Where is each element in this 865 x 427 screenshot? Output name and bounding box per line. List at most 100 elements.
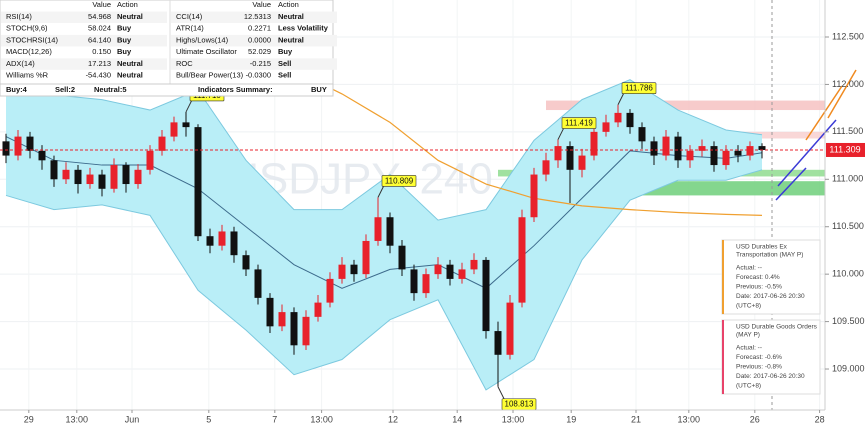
y-tick-label: 109.500 — [832, 316, 865, 326]
candle-body — [746, 146, 754, 156]
candle-body — [602, 122, 610, 132]
summary-neutral: Neutral:5 — [94, 85, 127, 94]
candle-body — [698, 146, 706, 151]
candle-body — [590, 131, 598, 156]
indicator-name: Bull/Bear Power(13) — [176, 70, 244, 79]
y-tick-label: 110.000 — [832, 269, 864, 279]
x-tick-label: 28 — [815, 414, 825, 424]
event-title: Transportation (MAY P) — [736, 252, 803, 259]
x-tick-label: 19 — [566, 414, 576, 424]
zone — [546, 100, 825, 111]
candle-body — [266, 297, 274, 327]
y-tick-label: 111.500 — [832, 126, 863, 136]
indicator-name: Highs/Lows(14) — [176, 35, 229, 44]
candle-body — [710, 146, 718, 166]
candle-body — [38, 150, 46, 161]
annotation-pointer — [497, 386, 505, 399]
indicator-action: Buy — [117, 35, 132, 44]
x-tick-label: 13:00 — [310, 414, 333, 424]
summary-sell: Sell:2 — [55, 85, 75, 94]
indicator-name: STOCH(9,6) — [6, 24, 48, 33]
indicator-value: -0.0300 — [246, 70, 271, 79]
candle-body — [62, 169, 70, 180]
annotation-box — [561, 117, 597, 129]
candle-body — [242, 255, 250, 270]
candle-body — [446, 264, 454, 279]
indicator-value: 64.140 — [88, 35, 111, 44]
candle-body — [734, 150, 742, 156]
annotation-label: 108.813 — [505, 400, 534, 409]
indicator-value: 0.150 — [92, 47, 111, 56]
event-title: (MAY P) — [736, 332, 760, 339]
indicator-value: 54.968 — [88, 12, 111, 21]
indicator-name: RSI(14) — [6, 12, 32, 21]
candle-body — [542, 160, 550, 175]
indicator-value: 52.029 — [248, 47, 271, 56]
candle-body — [554, 146, 562, 161]
band-lower — [5, 169, 763, 391]
indicator-action: Neutral — [278, 12, 304, 21]
arrow — [775, 167, 807, 201]
indicator-name: MACD(12,26) — [6, 47, 52, 56]
table-header: Action — [117, 0, 138, 9]
candle-body — [26, 136, 34, 151]
indicator-name: ADX(14) — [6, 59, 35, 68]
arrow — [805, 85, 843, 141]
table-stripe — [171, 34, 337, 47]
candle-body — [362, 240, 370, 275]
axes: 109.000 109.500 110.000 110.500 111.000 111.5… — [24, 31, 865, 424]
event-line: Forecast: -0.6% — [736, 354, 782, 361]
candle-body — [50, 160, 58, 180]
candle-body — [686, 150, 694, 161]
candle-body — [2, 141, 10, 156]
candle-body — [374, 217, 382, 241]
candle-body — [650, 141, 658, 156]
x-tick-label: 21 — [631, 414, 641, 424]
y-tick-label: 112.500 — [832, 31, 864, 41]
indicator-action: Sell — [278, 59, 291, 68]
indicator-value: 0.2271 — [248, 24, 271, 33]
event-line: Previous: -0.5% — [736, 284, 782, 291]
last-price-tag — [826, 142, 865, 157]
candle-body — [278, 312, 286, 327]
candle-body — [398, 245, 406, 270]
candle-body — [626, 112, 634, 128]
candle-body — [578, 155, 586, 170]
candle-body — [494, 331, 502, 355]
indicator-value: 0.0000 — [248, 35, 271, 44]
annotation-pointer — [557, 127, 565, 140]
table-stripe — [171, 58, 337, 70]
candle-body — [194, 127, 202, 237]
table-header: Action — [278, 0, 299, 9]
annotation-pointer — [377, 185, 385, 198]
candle-body — [218, 231, 226, 246]
candle-body — [518, 217, 526, 303]
summary-label: Indicators Summary: — [198, 85, 273, 94]
indicator-name: STOCHRSI(14) — [6, 35, 58, 44]
indicator-value: 17.213 — [88, 59, 111, 68]
event-card — [721, 239, 821, 315]
indicator-action: Buy — [278, 47, 293, 56]
indicator-action: Less Volatility — [278, 24, 329, 33]
x-tick-label: Jun — [125, 414, 140, 424]
event-line: Previous: -0.8% — [736, 364, 782, 371]
indicator-action: Neutral — [278, 35, 304, 44]
candle-body — [254, 269, 262, 298]
table-stripe — [171, 11, 337, 23]
candle-body — [14, 136, 22, 156]
indicator-action: Buy — [117, 24, 132, 33]
candle-body — [482, 259, 490, 332]
x-tick-label: 13:00 — [502, 414, 525, 424]
candle-body — [134, 169, 142, 185]
candle-body — [314, 302, 322, 317]
x-tick-label: 13:00 — [66, 414, 89, 424]
y-tick-label: 111.000 — [832, 174, 863, 184]
indicator-value: -54.430 — [86, 70, 111, 79]
candle-body — [182, 122, 190, 128]
annotation-label: 111.786 — [625, 84, 653, 93]
x-tick-label: 14 — [452, 414, 462, 424]
indicator-action: Sell — [278, 70, 291, 79]
y-tick-label: 109.000 — [832, 363, 865, 373]
candle-body — [566, 146, 574, 170]
